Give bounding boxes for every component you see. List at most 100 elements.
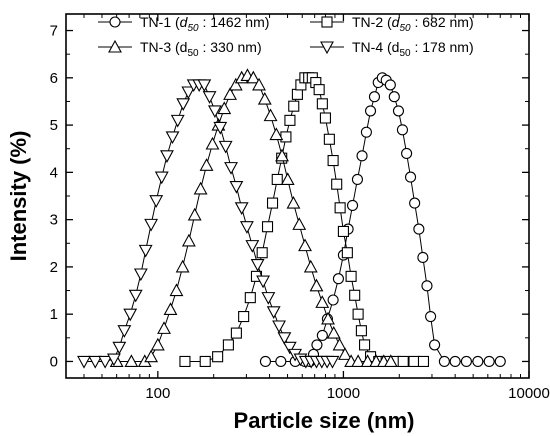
data-point bbox=[359, 339, 371, 351]
legend-item-tn-2: TN-2 (d50 : 682 nm) bbox=[310, 14, 474, 34]
data-point bbox=[429, 339, 441, 351]
data-point bbox=[246, 70, 261, 84]
legend-label: TN-2 (d50 : 682 nm) bbox=[352, 14, 474, 34]
data-point bbox=[163, 302, 178, 316]
data-point bbox=[144, 349, 159, 363]
data-point bbox=[334, 202, 346, 214]
data-point bbox=[323, 133, 335, 145]
data-point bbox=[280, 172, 295, 186]
series-tn-3 bbox=[109, 68, 398, 368]
data-point bbox=[112, 341, 127, 355]
data-point bbox=[351, 173, 363, 186]
data-point bbox=[388, 91, 400, 103]
data-point bbox=[257, 91, 272, 105]
data-point bbox=[256, 247, 268, 259]
data-point bbox=[413, 223, 425, 235]
data-point bbox=[360, 354, 375, 368]
data-point bbox=[483, 355, 495, 368]
data-point bbox=[234, 202, 249, 215]
data-point bbox=[179, 355, 191, 368]
data-point bbox=[165, 131, 180, 145]
data-point bbox=[271, 173, 283, 186]
data-point bbox=[187, 207, 202, 221]
x-tick-label: 10000 bbox=[508, 385, 550, 402]
y-tick-label: 5 bbox=[50, 117, 58, 134]
legend-marker bbox=[320, 41, 334, 55]
data-point bbox=[360, 126, 372, 138]
data-point bbox=[368, 91, 381, 103]
data-point bbox=[421, 280, 433, 292]
data-point bbox=[157, 321, 171, 334]
data-point bbox=[181, 86, 196, 100]
data-point bbox=[202, 91, 217, 104]
data-point bbox=[345, 270, 357, 282]
data-point bbox=[331, 178, 343, 190]
data-point bbox=[124, 354, 139, 368]
y-tick-label: 1 bbox=[50, 306, 58, 323]
data-point bbox=[449, 355, 461, 368]
data-point bbox=[207, 105, 222, 119]
data-point bbox=[417, 355, 430, 368]
data-point bbox=[229, 180, 244, 194]
legend-item-tn-4: TN-4 (d50 : 178 nm) bbox=[310, 39, 474, 59]
y-tick-label: 7 bbox=[50, 23, 58, 40]
data-point bbox=[332, 337, 347, 351]
x-tick-label: 100 bbox=[145, 385, 170, 402]
data-point bbox=[319, 112, 331, 124]
data-point bbox=[472, 355, 484, 368]
data-point bbox=[197, 79, 212, 93]
data-point bbox=[392, 105, 405, 117]
series-tn-1 bbox=[259, 72, 506, 368]
data-point bbox=[401, 147, 413, 160]
data-point bbox=[133, 268, 148, 282]
data-point bbox=[128, 289, 143, 303]
data-point bbox=[107, 353, 121, 367]
series-line bbox=[83, 84, 333, 362]
data-point bbox=[263, 108, 278, 122]
data-point bbox=[193, 181, 208, 195]
data-point bbox=[286, 195, 301, 209]
data-point bbox=[291, 88, 303, 100]
data-point bbox=[408, 355, 420, 368]
data-point bbox=[261, 221, 274, 233]
data-point bbox=[266, 197, 279, 209]
data-point bbox=[160, 150, 174, 163]
x-tick-label: 1000 bbox=[327, 385, 360, 402]
data-point bbox=[425, 310, 437, 323]
data-point bbox=[176, 98, 191, 111]
legend-marker bbox=[108, 39, 122, 53]
legend-label: TN-4 (d50 : 178 nm) bbox=[352, 39, 474, 59]
data-point bbox=[213, 121, 228, 135]
data-point bbox=[228, 77, 243, 91]
legend-item-tn-1: TN-1 (d50 : 1462 nm) bbox=[98, 14, 269, 34]
data-point bbox=[138, 244, 153, 258]
data-point bbox=[230, 327, 242, 339]
data-point bbox=[404, 171, 417, 183]
data-point bbox=[409, 197, 421, 209]
series-line bbox=[184, 77, 424, 362]
data-point bbox=[199, 158, 214, 171]
data-point bbox=[88, 355, 103, 369]
data-point bbox=[288, 100, 300, 112]
data-point bbox=[199, 355, 211, 368]
data-point bbox=[275, 355, 287, 368]
data-point bbox=[396, 124, 408, 136]
legend-label: TN-3 (d50 : 330 nm) bbox=[140, 39, 262, 59]
data-point bbox=[494, 355, 506, 368]
data-point bbox=[77, 355, 91, 369]
data-point bbox=[224, 162, 238, 175]
data-point bbox=[438, 355, 450, 368]
data-point bbox=[259, 355, 271, 368]
data-point bbox=[397, 355, 409, 368]
data-point bbox=[123, 308, 138, 322]
data-point bbox=[298, 238, 312, 252]
data-point bbox=[347, 199, 359, 212]
legend: TN-1 (d50 : 1462 nm) TN-2 (d50 : 682 nm) T… bbox=[98, 14, 474, 59]
series-tn-4 bbox=[77, 79, 340, 369]
data-point bbox=[244, 292, 256, 304]
data-point bbox=[355, 325, 367, 337]
data-point bbox=[321, 311, 335, 325]
data-point bbox=[154, 171, 169, 185]
data-point bbox=[315, 295, 330, 308]
